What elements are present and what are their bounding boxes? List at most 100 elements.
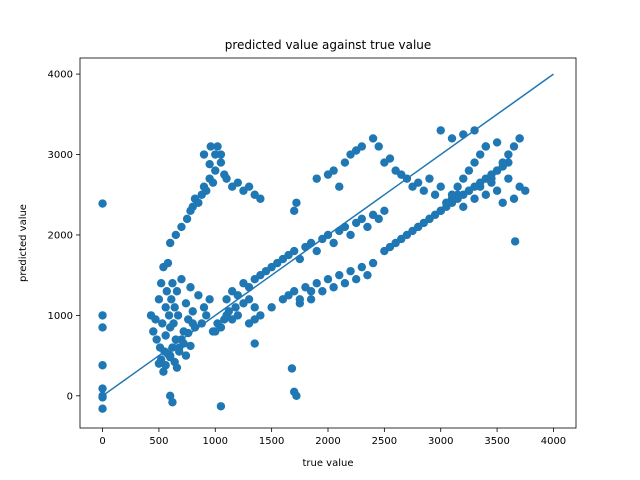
scatter-point [515,134,524,143]
scatter-point [244,283,254,292]
scatter-point [363,222,372,232]
scatter-point [152,335,161,344]
scatter-point [168,279,177,288]
x-tick-label: 0 [99,436,105,447]
scatter-point [436,206,445,216]
y-axis: 0 1000 2000 3000 4000 [48,70,80,402]
scatter-point [177,275,186,284]
scatter-point [161,361,170,370]
scatter-point [413,178,423,187]
scatter-point [287,364,297,373]
scatter-point [205,295,214,304]
x-tick-label: 1000 [203,436,228,447]
scatter-point [211,166,220,175]
scatter-point [161,303,170,312]
scatter-point [335,270,344,280]
scatter-point [208,178,218,187]
scatter-point [363,270,372,280]
scatter-point [244,295,254,304]
scatter-point [186,341,195,351]
scatter-point [184,328,193,338]
diagonal-line-layer [102,73,554,397]
scatter-point [98,404,107,413]
scatter-point [306,295,316,304]
scatter-point [340,222,350,232]
scatter-point [318,287,327,296]
scatter-point [498,198,507,207]
scatter-point [357,262,367,272]
scatter-point [374,142,383,151]
y-axis-label: predicted value [18,204,29,282]
scatter-point [233,311,243,320]
scatter-point [199,150,209,159]
scatter-point [430,190,440,199]
scatter-point [165,238,175,248]
scatter-point [199,303,209,312]
scatter-point [154,295,164,304]
scatter-point [186,283,195,292]
scatter-point [182,214,192,224]
scatter-point [156,355,166,364]
scatter-point [521,186,530,195]
scatter-point [413,222,423,232]
scatter-point [475,150,485,159]
scatter-point [292,198,301,207]
x-tick-label: 4000 [541,436,566,447]
scatter-point [510,237,520,246]
scatter-point [425,214,434,224]
scatter-point [216,150,226,159]
scatter-point [167,295,176,304]
scatter-point [368,134,378,143]
scatter-point [222,174,231,183]
x-axis: 0 500 1000 1500 2000 2500 3000 3500 4000 [99,428,566,447]
scatter-point [98,199,107,208]
scatter-point [188,319,197,328]
scatter-point [306,238,316,248]
scatter-point [498,158,507,167]
scatter-point [206,142,215,151]
scatter-point [329,238,338,248]
scatter-point [447,134,457,143]
scatter-point [194,291,203,300]
x-tick-label: 2500 [372,436,397,447]
scatter-point [289,206,299,216]
scatter-point [161,331,170,340]
scatter-point [267,303,276,312]
y-tick-label: 2000 [48,230,73,241]
scatter-point [442,198,451,207]
scatter-point [459,130,468,139]
scatter-point [306,287,316,296]
scatter-point [380,206,389,216]
scatter-point [351,275,361,284]
scatter-point [170,303,179,312]
scatter-point [329,166,338,175]
scatter-point [172,363,182,372]
x-tick-label: 500 [149,436,168,447]
scatter-point [509,142,519,151]
scatter-point [447,190,457,199]
scatter-point [98,361,107,370]
scatter-point [425,174,434,183]
scatter-point [98,384,107,393]
scatter-point [163,258,173,268]
scatter-point [173,311,183,320]
scatter-point [289,287,299,296]
scatter-point [216,158,226,167]
scatter-point [158,319,167,328]
scatter-point [202,311,211,320]
scatter-point [194,198,203,207]
scatter-point [464,166,474,175]
scatter-point [459,174,468,183]
scatter-point [481,142,491,151]
diagonal-reference-line [102,73,554,397]
scatter-point [292,391,301,401]
scatter-point [188,307,197,316]
scatter-point [289,246,299,256]
scatter-point [224,307,233,316]
scatter-point [385,154,395,163]
scatter-point [312,279,321,288]
scatter-point [98,323,107,332]
scatter-point [164,311,174,320]
scatter-point [159,367,168,376]
